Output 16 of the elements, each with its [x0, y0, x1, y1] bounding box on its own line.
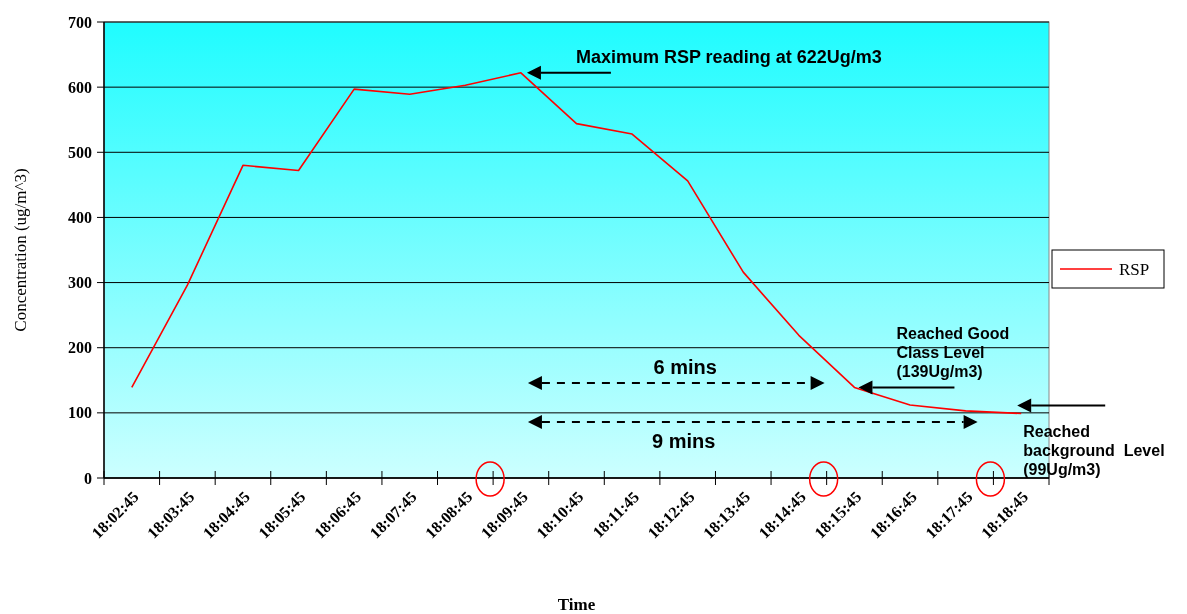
y-tick-label: 100 [68, 404, 92, 422]
y-tick-label: 0 [84, 469, 92, 487]
y-tick-label: 200 [68, 339, 92, 357]
y-tick-label: 300 [68, 274, 92, 292]
legend-label: RSP [1119, 259, 1150, 279]
annotation: 6 mins [653, 356, 717, 378]
annotation: 9 mins [652, 430, 716, 452]
annotation: Reached Good Class Level (139Ug/m3) [896, 325, 1010, 381]
y-axis-title: Concentration (ug/m^3) [11, 168, 30, 332]
annotation: Maximum RSP reading at 622Ug/m3 [575, 46, 882, 67]
annotation: Reached background Level (99Ug/m3) [1023, 422, 1165, 478]
y-tick-label: 600 [68, 78, 92, 96]
x-axis-title: Time [557, 595, 596, 614]
y-tick-label: 500 [68, 143, 92, 161]
y-tick-label: 700 [68, 13, 92, 31]
y-tick-label: 400 [68, 209, 92, 227]
